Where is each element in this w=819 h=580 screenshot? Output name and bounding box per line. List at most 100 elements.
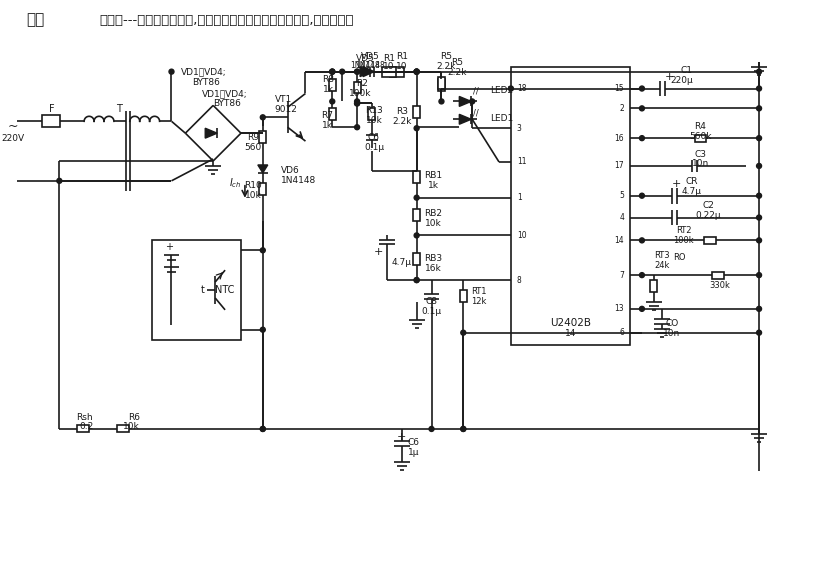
Text: 0.1µ: 0.1µ bbox=[364, 143, 384, 151]
Circle shape bbox=[757, 86, 762, 91]
Text: R7: R7 bbox=[321, 111, 333, 120]
Bar bbox=[413, 106, 420, 118]
Text: 1N4148: 1N4148 bbox=[351, 61, 380, 70]
Bar bbox=[390, 67, 404, 77]
Circle shape bbox=[355, 69, 360, 74]
Text: R9: R9 bbox=[247, 133, 259, 142]
Text: 100k: 100k bbox=[349, 89, 371, 98]
Text: 24k: 24k bbox=[654, 260, 669, 270]
Text: 1: 1 bbox=[517, 193, 522, 202]
Circle shape bbox=[260, 248, 265, 253]
Text: R8: R8 bbox=[323, 75, 334, 84]
Text: 2.2k: 2.2k bbox=[392, 117, 411, 126]
Circle shape bbox=[757, 330, 762, 335]
Bar bbox=[650, 280, 658, 292]
Text: U2402B: U2402B bbox=[550, 318, 591, 328]
Circle shape bbox=[757, 136, 762, 140]
Text: 1N4148: 1N4148 bbox=[281, 176, 316, 186]
Text: 10: 10 bbox=[396, 62, 408, 71]
Text: 4.7µ: 4.7µ bbox=[681, 187, 702, 196]
Text: 13: 13 bbox=[614, 304, 624, 313]
Text: 100k: 100k bbox=[673, 236, 694, 245]
Text: VD5: VD5 bbox=[360, 52, 379, 61]
Circle shape bbox=[414, 233, 419, 238]
Text: 1k: 1k bbox=[428, 182, 439, 190]
Text: 10k: 10k bbox=[245, 191, 261, 200]
Circle shape bbox=[340, 69, 345, 74]
Text: R2: R2 bbox=[356, 79, 368, 88]
Text: R3: R3 bbox=[396, 107, 408, 116]
Text: 220V: 220V bbox=[1, 133, 25, 143]
Bar bbox=[413, 209, 420, 220]
Circle shape bbox=[414, 69, 419, 74]
Circle shape bbox=[330, 69, 335, 74]
Circle shape bbox=[509, 86, 514, 91]
Text: R1: R1 bbox=[396, 52, 408, 61]
Text: 10k: 10k bbox=[124, 422, 140, 432]
Text: 12k: 12k bbox=[471, 298, 486, 306]
Bar bbox=[354, 82, 360, 93]
Circle shape bbox=[640, 106, 645, 111]
Text: 5: 5 bbox=[619, 191, 624, 200]
Circle shape bbox=[640, 273, 645, 278]
Circle shape bbox=[414, 126, 419, 130]
Polygon shape bbox=[459, 114, 471, 124]
Text: R5: R5 bbox=[451, 58, 464, 67]
Bar bbox=[413, 171, 420, 183]
Circle shape bbox=[330, 69, 335, 74]
Circle shape bbox=[640, 86, 645, 91]
Text: //: // bbox=[473, 109, 479, 118]
Text: T: T bbox=[116, 104, 122, 114]
Text: 0.22µ: 0.22µ bbox=[695, 211, 722, 220]
Bar bbox=[328, 79, 336, 90]
Circle shape bbox=[461, 426, 466, 432]
Text: 4.7µ: 4.7µ bbox=[391, 258, 412, 267]
Text: 15: 15 bbox=[614, 84, 624, 93]
Circle shape bbox=[461, 426, 466, 432]
Polygon shape bbox=[363, 67, 374, 77]
Text: 2.2k: 2.2k bbox=[448, 68, 467, 77]
Circle shape bbox=[414, 278, 419, 282]
Circle shape bbox=[169, 69, 174, 74]
Circle shape bbox=[439, 99, 444, 104]
Text: VD1～VD4;: VD1～VD4; bbox=[180, 67, 226, 76]
Circle shape bbox=[414, 69, 419, 74]
Circle shape bbox=[330, 99, 335, 104]
Circle shape bbox=[757, 273, 762, 278]
Text: RT3: RT3 bbox=[654, 251, 670, 260]
Bar bbox=[77, 426, 89, 433]
Text: R10: R10 bbox=[244, 182, 262, 190]
Circle shape bbox=[355, 125, 360, 130]
Text: NTC: NTC bbox=[215, 285, 235, 295]
Text: CR: CR bbox=[686, 177, 698, 186]
Text: 1N4148: 1N4148 bbox=[355, 61, 385, 70]
Text: R1: R1 bbox=[382, 55, 395, 63]
Text: RB2: RB2 bbox=[424, 209, 442, 218]
Circle shape bbox=[757, 164, 762, 168]
Circle shape bbox=[414, 69, 419, 74]
Bar bbox=[438, 77, 445, 89]
Polygon shape bbox=[206, 128, 217, 138]
Text: BYT86: BYT86 bbox=[192, 78, 220, 87]
Bar bbox=[712, 271, 724, 278]
Text: RB1: RB1 bbox=[424, 171, 442, 180]
Bar bbox=[260, 131, 266, 143]
Text: R13: R13 bbox=[365, 106, 382, 115]
Bar bbox=[695, 135, 707, 142]
Text: BYT86: BYT86 bbox=[213, 99, 241, 108]
Circle shape bbox=[640, 136, 645, 140]
Text: 0.1µ: 0.1µ bbox=[422, 307, 441, 316]
Circle shape bbox=[461, 330, 466, 335]
Text: 1µ: 1µ bbox=[408, 448, 419, 457]
Circle shape bbox=[260, 327, 265, 332]
Bar bbox=[382, 67, 396, 77]
Text: C1: C1 bbox=[681, 66, 693, 75]
Text: C6: C6 bbox=[368, 133, 380, 142]
Text: 16: 16 bbox=[614, 133, 624, 143]
Text: 10k: 10k bbox=[365, 116, 382, 125]
Text: 10n: 10n bbox=[663, 329, 681, 338]
Text: +: + bbox=[165, 242, 174, 252]
Text: 18: 18 bbox=[517, 84, 527, 93]
Circle shape bbox=[757, 106, 762, 111]
Text: RT2: RT2 bbox=[676, 226, 691, 235]
